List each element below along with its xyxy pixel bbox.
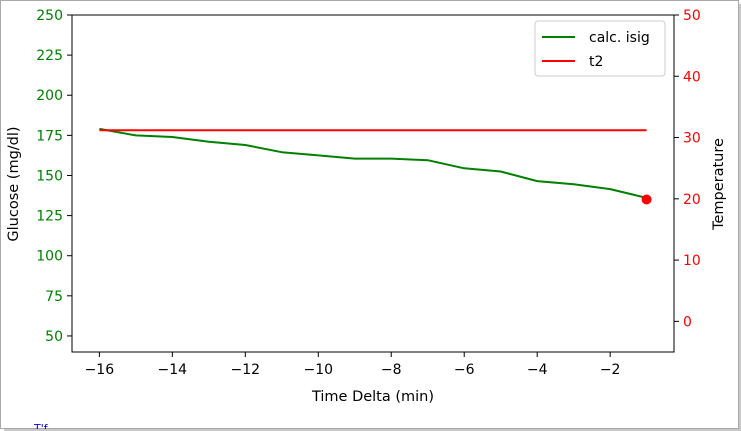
y-right-tick-label: 40 (683, 69, 701, 85)
footnote-text: T'f (34, 423, 48, 429)
x-tick-label: −2 (600, 362, 621, 378)
y-left-tick-label: 50 (45, 329, 63, 345)
y-left-tick-label: 200 (36, 88, 63, 104)
y-right-tick-label: 10 (683, 253, 701, 269)
y-left-tick-label: 150 (36, 168, 63, 184)
y-right-tick-label: 20 (683, 192, 701, 208)
y-left-tick-label: 125 (36, 209, 63, 225)
x-tick-label: −12 (231, 362, 261, 378)
y-right-tick-label: 0 (683, 314, 692, 330)
y-axis-right-label: Temperature (711, 138, 727, 231)
frame-shadow-bottom (4, 429, 741, 431)
legend-label-calc-isig: calc. isig (589, 30, 650, 46)
x-tick-label: −16 (85, 362, 115, 378)
x-tick-label: −4 (527, 362, 548, 378)
y-left-tick-label: 250 (36, 8, 63, 24)
x-tick-label: −6 (454, 362, 475, 378)
x-tick-label: −14 (158, 362, 188, 378)
x-tick-label: −10 (303, 362, 333, 378)
plot-area-frame (71, 14, 675, 353)
legend: calc. isig t2 (534, 20, 666, 77)
x-axis-label: Time Delta (min) (311, 389, 434, 405)
y-left-tick-label: 225 (36, 48, 63, 64)
latest-reading-marker (641, 194, 652, 205)
legend-box (534, 20, 666, 77)
y-axis-left-label: Glucose (mg/dl) (6, 126, 22, 241)
legend-label-t2: t2 (589, 54, 603, 70)
y-left-tick-label: 75 (45, 289, 63, 305)
y-left-tick-label: 175 (36, 128, 63, 144)
x-tick-label: −8 (381, 362, 402, 378)
series-line-calc-isig (99, 127, 647, 199)
frame-shadow-right (739, 4, 741, 431)
y-right-tick-label: 30 (683, 131, 701, 147)
y-right-tick-label: 50 (683, 8, 701, 24)
y-left-tick-label: 100 (36, 249, 63, 265)
